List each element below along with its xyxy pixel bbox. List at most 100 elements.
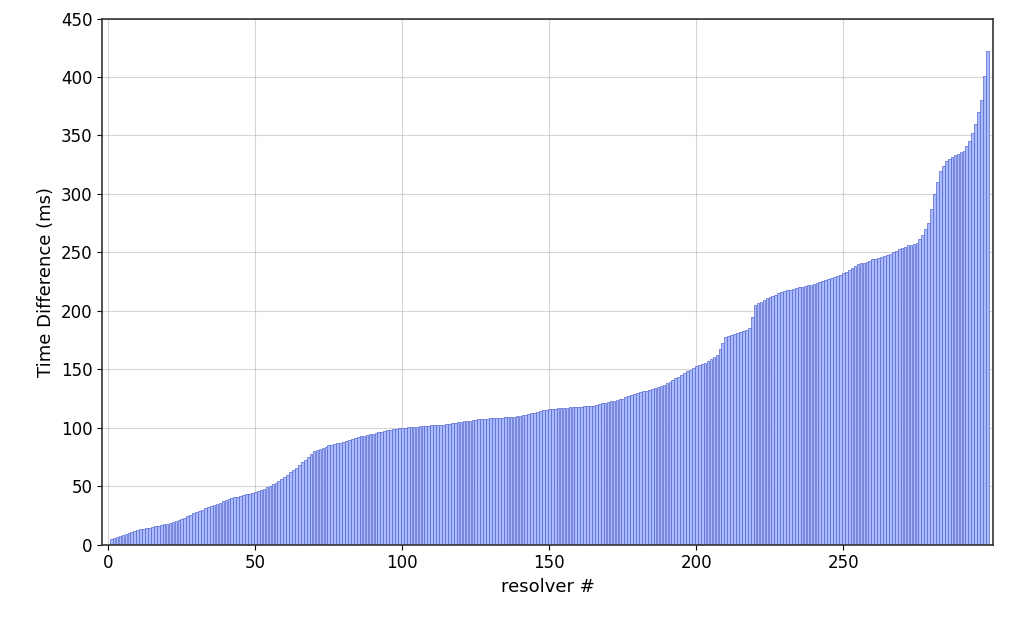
Bar [977,112,980,545]
Bar [403,428,407,545]
Bar [742,331,744,545]
Bar [645,391,647,545]
Bar [865,262,868,545]
Bar [956,154,959,545]
Bar [700,364,703,545]
Bar [862,262,865,545]
Bar [736,333,738,545]
Bar [633,394,636,545]
Bar [639,392,642,545]
Bar [287,475,289,545]
Bar [318,449,322,545]
Bar [342,442,345,545]
Bar [906,245,909,545]
Bar [266,487,268,545]
Bar [604,403,606,545]
Bar [601,404,603,545]
Bar [154,527,157,545]
Bar [959,152,963,545]
Bar [801,287,804,545]
Bar [116,537,119,545]
Bar [889,254,892,545]
Bar [163,524,166,545]
Bar [248,493,251,545]
Bar [216,504,218,545]
Bar [504,417,507,545]
Bar [292,470,295,545]
Bar [813,284,815,545]
Bar [142,529,144,545]
Bar [442,425,444,545]
Bar [174,521,177,545]
Bar [237,496,239,545]
Bar [636,392,639,545]
Bar [748,329,751,545]
Bar [786,290,788,545]
Bar [392,429,395,545]
Bar [298,465,301,545]
Bar [524,415,527,545]
Bar [909,245,912,545]
Bar [845,272,848,545]
Bar [745,329,748,545]
Bar [834,277,836,545]
Bar [518,416,521,545]
Bar [334,444,336,545]
Bar [807,285,809,545]
Bar [719,349,721,545]
Bar [177,520,180,545]
Bar [683,373,686,545]
Bar [757,303,760,545]
Bar [818,282,821,545]
Bar [430,425,433,545]
Bar [848,270,851,545]
Bar [915,243,919,545]
Bar [366,435,369,545]
Bar [395,429,397,545]
Bar [359,436,362,545]
Bar [489,418,492,545]
Bar [663,384,666,545]
Bar [810,285,812,545]
Bar [892,253,895,545]
Bar [407,427,410,545]
Bar [972,132,974,545]
Bar [922,235,924,545]
Bar [537,412,539,545]
Bar [945,161,947,545]
Bar [152,527,154,545]
Bar [827,279,829,545]
Bar [378,432,380,545]
Bar [545,410,548,545]
Bar [221,501,224,545]
Bar [274,483,278,545]
Bar [369,435,372,545]
Bar [136,529,139,545]
Bar [584,406,586,545]
Bar [703,363,707,545]
Bar [315,450,318,545]
Bar [425,426,427,545]
Bar [245,494,248,545]
Bar [586,406,589,545]
Bar [260,490,262,545]
Bar [886,255,889,545]
Bar [133,530,136,545]
Bar [268,487,271,545]
Bar [942,166,944,545]
Bar [513,417,515,545]
Bar [780,292,783,545]
Bar [722,343,724,545]
Bar [413,427,416,545]
Bar [454,423,457,545]
Bar [463,422,465,545]
Bar [622,399,625,545]
Bar [777,293,780,545]
Bar [451,423,454,545]
Bar [271,485,274,545]
Bar [362,436,366,545]
Bar [557,409,559,545]
Bar [233,498,236,545]
Bar [716,355,718,545]
Bar [331,444,333,545]
